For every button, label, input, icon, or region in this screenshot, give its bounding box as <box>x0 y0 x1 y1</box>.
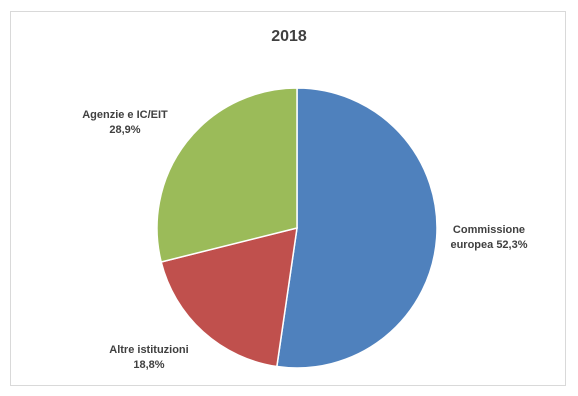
pie-slice-agenzie-ic-eit <box>156 87 298 263</box>
chart-title: 2018 <box>271 28 307 45</box>
label-agenzie-line1: Agenzie e IC/EIT <box>82 109 168 121</box>
pie-slice-altre-istituzioni <box>160 227 298 368</box>
label-commissione-line2: europea 52,3% <box>450 239 528 251</box>
pie-slice-commissione-europea <box>275 87 438 369</box>
data-label-altre-istituzioni: Altre istituzioni 18,8% <box>90 343 208 373</box>
data-label-agenzie-ic-eit: Agenzie e IC/EIT 28,9% <box>66 108 184 138</box>
label-agenzie-line2: 28,9% <box>109 124 141 136</box>
label-altre-line1: Altre istituzioni <box>109 344 189 356</box>
label-commissione-line1: Commissione <box>452 224 526 236</box>
data-label-commissione-europea: Commissione europea 52,3% <box>430 223 548 253</box>
label-altre-line2: 18,8% <box>133 359 165 371</box>
